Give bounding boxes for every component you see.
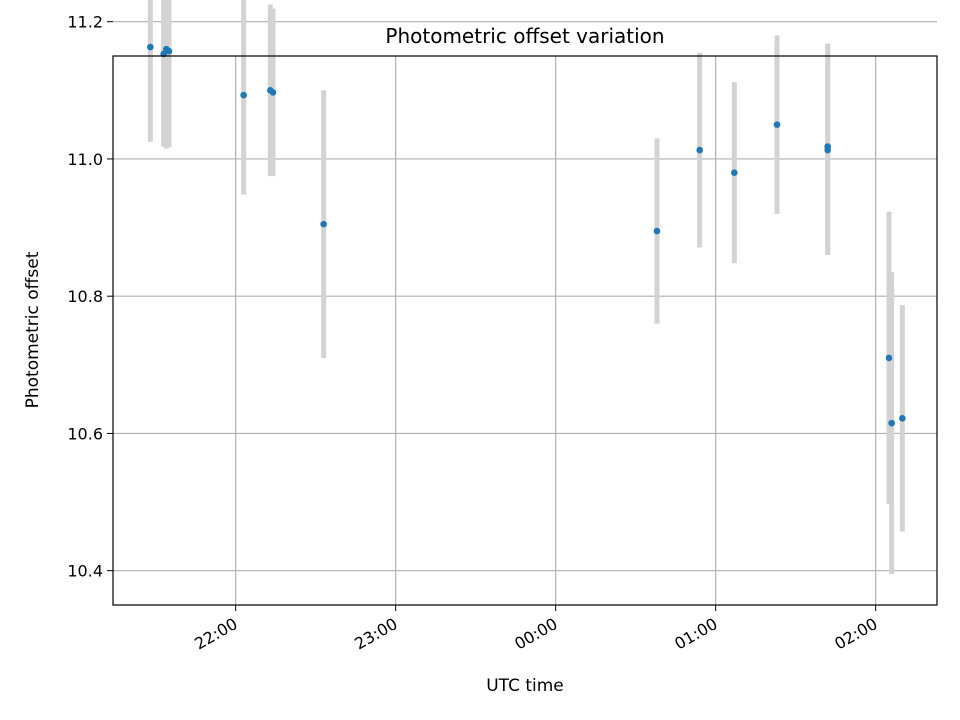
grid-lines (113, 21, 937, 605)
data-point (731, 169, 738, 176)
data-point (147, 43, 154, 51)
x-tick-label: 01:00 (671, 614, 720, 654)
y-axis-ticks: 10.4 10.6 10.8 11.0 11.2 (67, 13, 113, 581)
x-tick-label: 23:00 (351, 614, 400, 654)
data-point (885, 354, 893, 362)
y-tick-label: 11.0 (67, 150, 103, 169)
data-point (696, 146, 703, 154)
data-point (653, 227, 661, 235)
x-axis-ticks: 22:00 23:00 00:00 01:00 02:00 (191, 605, 881, 654)
data-point (240, 91, 247, 99)
y-tick-label: 10.4 (67, 562, 103, 581)
data-point (899, 415, 906, 422)
data-points (147, 43, 906, 427)
chart-title: Photometric offset variation (385, 24, 664, 48)
data-point (824, 143, 831, 150)
x-tick-label: 22:00 (191, 614, 240, 654)
x-tick-label: 00:00 (511, 614, 560, 654)
y-tick-label: 10.8 (67, 287, 103, 306)
data-point (888, 419, 895, 427)
data-point (773, 121, 781, 128)
data-point (320, 220, 327, 228)
data-point (165, 47, 173, 55)
x-axis-label: UTC time (486, 676, 564, 696)
x-tick-label: 02:00 (831, 614, 880, 654)
y-tick-label: 10.6 (67, 424, 103, 443)
error-bars (147, 0, 905, 575)
y-axis-label: Photometric offset (23, 251, 43, 408)
plot-frame (112, 55, 938, 606)
data-point (269, 89, 277, 96)
y-tick-label: 11.2 (67, 13, 103, 32)
